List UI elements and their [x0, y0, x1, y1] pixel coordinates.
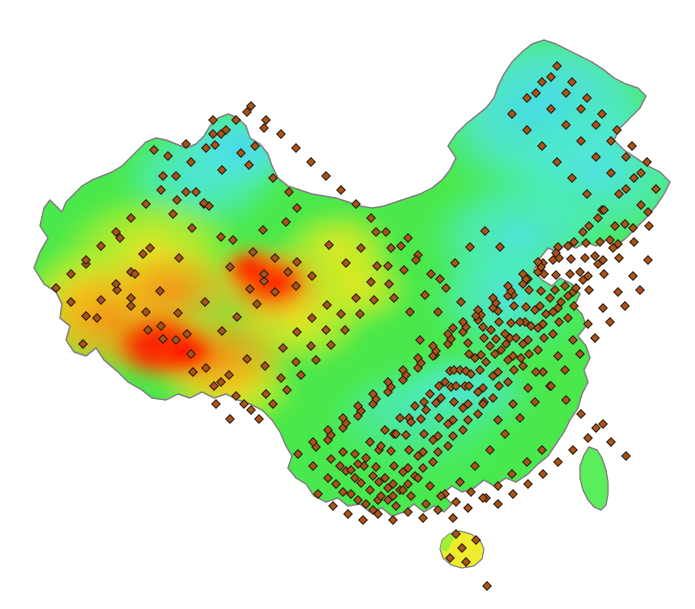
station-marker: [590, 251, 600, 261]
station-marker: [614, 253, 624, 263]
station-marker: [628, 271, 638, 281]
station-marker: [261, 115, 271, 125]
station-marker: [536, 262, 546, 272]
station-marker: [539, 269, 549, 279]
station-marker: [328, 501, 338, 511]
station-marker: [418, 513, 428, 523]
station-marker: [306, 157, 316, 167]
station-marker: [584, 285, 594, 295]
station-marker: [211, 399, 221, 409]
station-marker: [553, 457, 563, 467]
station-marker: [538, 258, 548, 268]
station-marker: [538, 469, 548, 479]
station-marker: [548, 255, 558, 265]
station-marker: [246, 101, 256, 111]
station-marker: [591, 423, 601, 433]
station-marker: [321, 171, 331, 181]
station-marker: [620, 301, 630, 311]
station-marker: [358, 515, 368, 525]
station-marker: [482, 581, 492, 591]
station-marker: [568, 445, 578, 455]
station-marker: [343, 509, 353, 519]
station-marker: [448, 513, 458, 523]
station-marker: [242, 107, 252, 117]
station-marker: [451, 497, 461, 507]
station-marker: [605, 317, 615, 327]
station-marker: [523, 479, 533, 489]
station-marker: [635, 285, 645, 295]
station-marker: [583, 271, 593, 281]
station-marker: [225, 414, 235, 424]
station-marker: [478, 493, 488, 503]
station-marker: [621, 451, 631, 461]
station-marker: [336, 185, 346, 195]
station-marker: [598, 255, 608, 265]
station-marker: [246, 405, 256, 415]
station-marker: [508, 489, 518, 499]
station-marker: [565, 269, 575, 279]
station-marker: [463, 503, 473, 513]
hainan-island: [439, 530, 485, 569]
station-marker: [493, 499, 503, 509]
station-marker: [590, 333, 600, 343]
station-marker: [644, 221, 654, 231]
station-marker: [593, 259, 603, 269]
station-marker: [259, 123, 269, 133]
station-marker: [598, 419, 608, 429]
station-marker: [643, 255, 653, 265]
station-marker: [254, 414, 264, 424]
station-marker: [554, 253, 564, 263]
station-marker: [481, 493, 491, 503]
station-marker: [388, 515, 398, 525]
station-marker: [580, 253, 590, 263]
station-marker: [606, 437, 616, 447]
station-marker: [613, 287, 623, 297]
station-marker: [578, 275, 588, 285]
taiwan-island: [579, 446, 609, 511]
station-marker: [291, 143, 301, 153]
station-marker: [276, 129, 286, 139]
station-marker: [598, 303, 608, 313]
station-marker: [627, 141, 637, 151]
station-marker: [599, 269, 609, 279]
station-marker: [583, 433, 593, 443]
station-marker: [576, 409, 586, 419]
station-marker: [629, 237, 639, 247]
station-marker: [575, 267, 585, 277]
station-marker: [566, 254, 576, 264]
